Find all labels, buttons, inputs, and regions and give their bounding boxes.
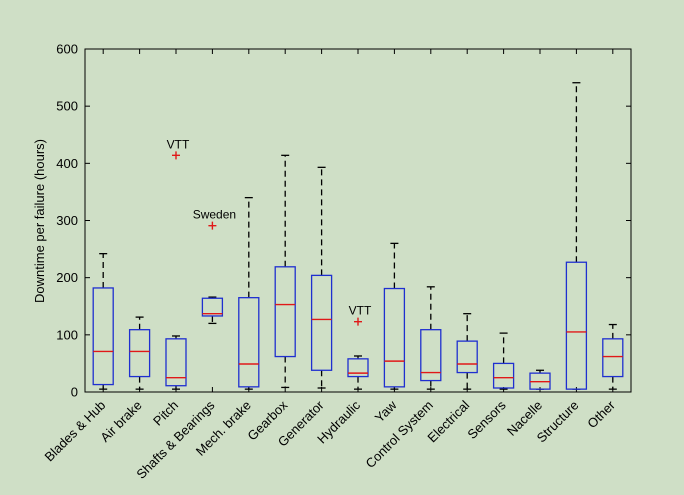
box-12: [529, 369, 551, 390]
x-tick-label: Sensors: [464, 397, 509, 442]
box-iqr: [347, 358, 369, 378]
box-iqr: [128, 329, 151, 378]
plot-area: VTT Sweden VTT: [84, 48, 632, 393]
y-tick-label: 300: [56, 213, 78, 228]
box-iqr: [383, 287, 406, 388]
outlier-annotation: VTT: [349, 304, 372, 318]
box-9: [420, 286, 442, 390]
y-tick-label: 500: [56, 99, 78, 114]
box-2: [165, 335, 187, 390]
y-tick-label: 400: [56, 156, 78, 171]
x-tick-label: Yaw: [372, 397, 400, 425]
x-tick-label: Blades & Hub: [41, 398, 108, 465]
box-13: [565, 82, 588, 390]
box-iqr: [201, 297, 224, 317]
outlier-marker: [354, 317, 362, 326]
box-iqr: [165, 338, 187, 387]
box-0: [92, 253, 114, 390]
box-8: [383, 242, 406, 390]
box-14: [602, 323, 624, 390]
box-11: [492, 332, 515, 390]
box-5: [274, 154, 296, 389]
box-iqr: [456, 340, 478, 374]
outlier-marker: [172, 151, 180, 160]
y-tick-label: 100: [56, 327, 78, 342]
box-1: [128, 316, 151, 390]
box-iqr: [238, 297, 260, 388]
box-7: [347, 355, 369, 390]
box-iqr: [565, 261, 588, 390]
box-3: [201, 296, 224, 325]
box-iqr: [492, 362, 515, 389]
box-4: [238, 196, 260, 390]
box-iqr: [602, 338, 624, 378]
y-axis-tick-labels: 0 100 200 300 400 500 600: [56, 42, 78, 400]
box-iqr: [310, 274, 333, 371]
y-tick-label: 0: [71, 385, 78, 400]
plot-frame: [84, 48, 632, 393]
y-tick-label: 600: [56, 42, 78, 57]
box-6: [310, 166, 333, 389]
y-axis-label: Downtime per failure (hours): [32, 139, 47, 303]
box-iqr: [274, 266, 296, 358]
outlier-annotation: Sweden: [193, 208, 236, 222]
y-tick-label: 200: [56, 270, 78, 285]
x-tick-label: Pitch: [150, 398, 181, 429]
box-iqr: [420, 329, 442, 382]
outlier-marker: [208, 221, 217, 230]
box-10: [456, 313, 478, 390]
x-tick-label: Other: [584, 397, 618, 431]
box-iqr: [92, 287, 114, 386]
outlier-annotation: VTT: [167, 137, 190, 151]
